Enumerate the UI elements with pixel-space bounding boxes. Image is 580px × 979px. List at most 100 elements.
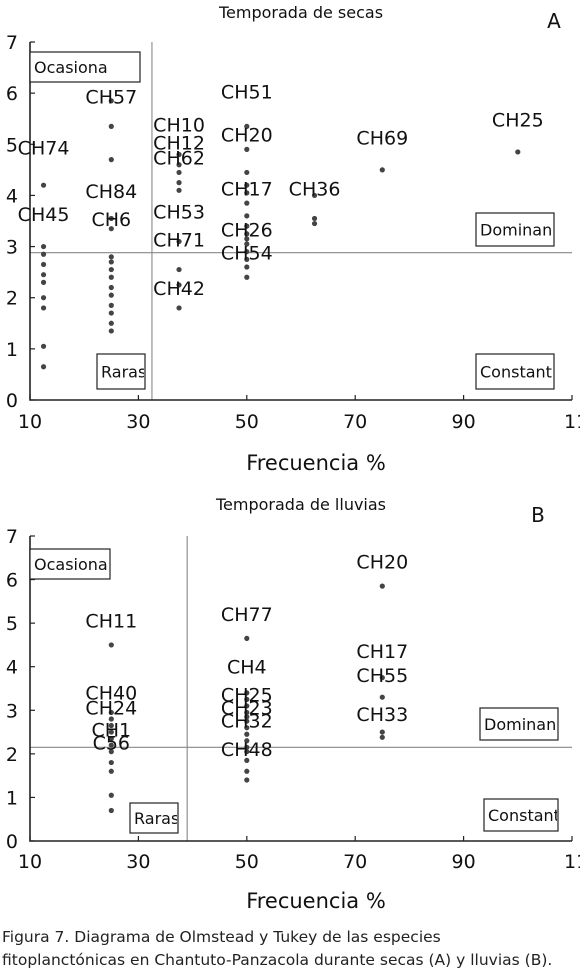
chart-a-quadrant-box [29,51,141,83]
chart-a-point-label: CH45 [18,204,70,226]
chart-a-point [108,310,114,316]
chart-b-point [244,744,250,750]
chart-b-point-label: CH40 [85,682,137,704]
chart-a-x-tick-label: 70 [343,411,367,433]
chart-a-point [108,226,114,232]
chart-a-point [244,200,250,206]
chart-b-title: Temporada de lluvias [215,495,386,514]
chart-b-quadrant-label: Raras [134,809,179,828]
chart-a-quadrant-bottom-right: Constant [475,353,555,390]
chart-b-point-label: C56 [93,733,130,755]
chart-a-x-tick-label: 30 [126,411,150,433]
chart-b-x-tick-label: 50 [235,851,259,873]
chart-b-y-tick-label: 5 [6,613,18,635]
chart-b-point-label: CH4 [227,656,267,678]
chart-a-point [176,238,182,245]
chart-a-y-tick-label: 6 [6,83,18,105]
chart-b-point-label: CH77 [221,604,273,626]
chart-b-point [244,725,250,731]
chart-b-point [244,718,250,724]
chart-a-quadrant-top-right: Dominan [475,212,555,247]
chart-a-point-label: CH36 [289,178,341,200]
chart-b-point [379,729,385,735]
chart-a-quadrant-label: Constant [480,363,552,382]
chart-a-point [244,169,250,176]
chart-a-point [244,182,250,188]
chart-a-x-axis-label: Frecuencia % [246,451,386,475]
chart-b-point [108,722,114,729]
chart-b-point [244,731,250,737]
chart-b-point [108,807,114,814]
chart-a-y-tick-label: 7 [6,32,18,54]
chart-a-point-label: CH25 [492,109,544,131]
chart-a-title: Temporada de secas [218,3,383,22]
chart-a-point [176,266,182,273]
chart-b-point [108,729,114,735]
chart-a-point-label: CH10 [153,115,205,137]
chart-a-point [40,272,47,278]
chart-b-x-tick-label: 90 [452,851,476,873]
chart-a-point [244,264,250,270]
chart-b-quadrant-label: Ocasiona [34,555,108,574]
chart-a-point [244,223,250,229]
chart-a-point-label: CH57 [85,86,137,108]
chart-a-point [108,123,114,129]
chart-b-quadrant-bottom-left: Raras [129,802,179,834]
chart-a-point [244,213,250,219]
chart-a-point [108,284,114,291]
chart-b-point [244,709,250,716]
chart-a-point [40,182,47,188]
chart-b: Temporada de lluvias B 0 1 2 3 4 5 6 7 10 30 50 70 90 1… [6,495,580,913]
chart-a-quadrant-box [96,353,146,390]
chart-a-point [176,282,182,288]
chart-a-point [176,151,182,158]
chart-a-y-tick-label: 4 [6,185,18,207]
chart-a-x-tick-label: 11 [564,411,580,433]
chart-b-point [244,738,250,744]
chart-a-point [108,320,114,326]
chart-b-point [244,690,250,696]
chart-a-point [108,266,114,273]
chart-a-point [244,241,250,247]
chart-a-point [40,343,47,349]
chart-b-y-tick-label: 3 [6,700,18,722]
chart-a-panel-letter: A [547,9,561,33]
chart-a-point-label: CH26 [221,219,273,241]
chart-b-x-tick-label: 11 [564,851,580,873]
chart-a-point [244,231,250,237]
figure-caption: Figura 7. Diagrama de Olmstead y Tukey d… [2,926,578,972]
chart-b-y-tick-label: 1 [6,787,18,809]
chart-a: Temporada de secas A 0 1 2 3 4 5 6 7 10 30 50 70 90 11 F… [6,3,580,475]
chart-b-point [108,749,114,755]
chart-b-point [108,736,114,742]
chart-a-point-label: CH42 [153,278,205,300]
chart-a-point [108,274,114,280]
chart-b-point [379,583,385,589]
chart-a-point-label: CH12 [153,132,205,154]
chart-a-point [244,146,250,152]
chart-b-point-label: CH20 [356,552,408,574]
chart-a-point [40,364,47,370]
chart-a-point [311,215,318,222]
chart-b-point [108,709,114,716]
chart-a-point [176,169,182,176]
chart-a-point [176,305,182,311]
caption-line-1: Figura 7. Diagrama de Olmstead y Tukey d… [2,928,441,946]
chart-b-point-label: CH48 [221,739,273,761]
chart-a-point-label: CH51 [221,81,273,103]
chart-b-point [379,675,385,681]
chart-a-point [244,190,250,196]
chart-b-point [244,703,250,709]
chart-a-point [244,249,250,255]
chart-a-quadrant-bottom-left: Raras [96,353,146,390]
chart-b-quadrant-bottom-right: Constant [483,798,559,832]
chart-b-x-axis-label: Frecuencia % [246,889,386,913]
chart-a-point [311,192,318,199]
chart-a-point [379,167,385,173]
chart-a-y-tick-label: 0 [6,390,18,412]
chart-b-point-label: CH55 [356,665,408,687]
chart-a-point [40,251,47,257]
chart-a-point [176,187,182,193]
chart-a-y-tick-label: 5 [6,134,18,156]
chart-a-point [108,215,114,222]
